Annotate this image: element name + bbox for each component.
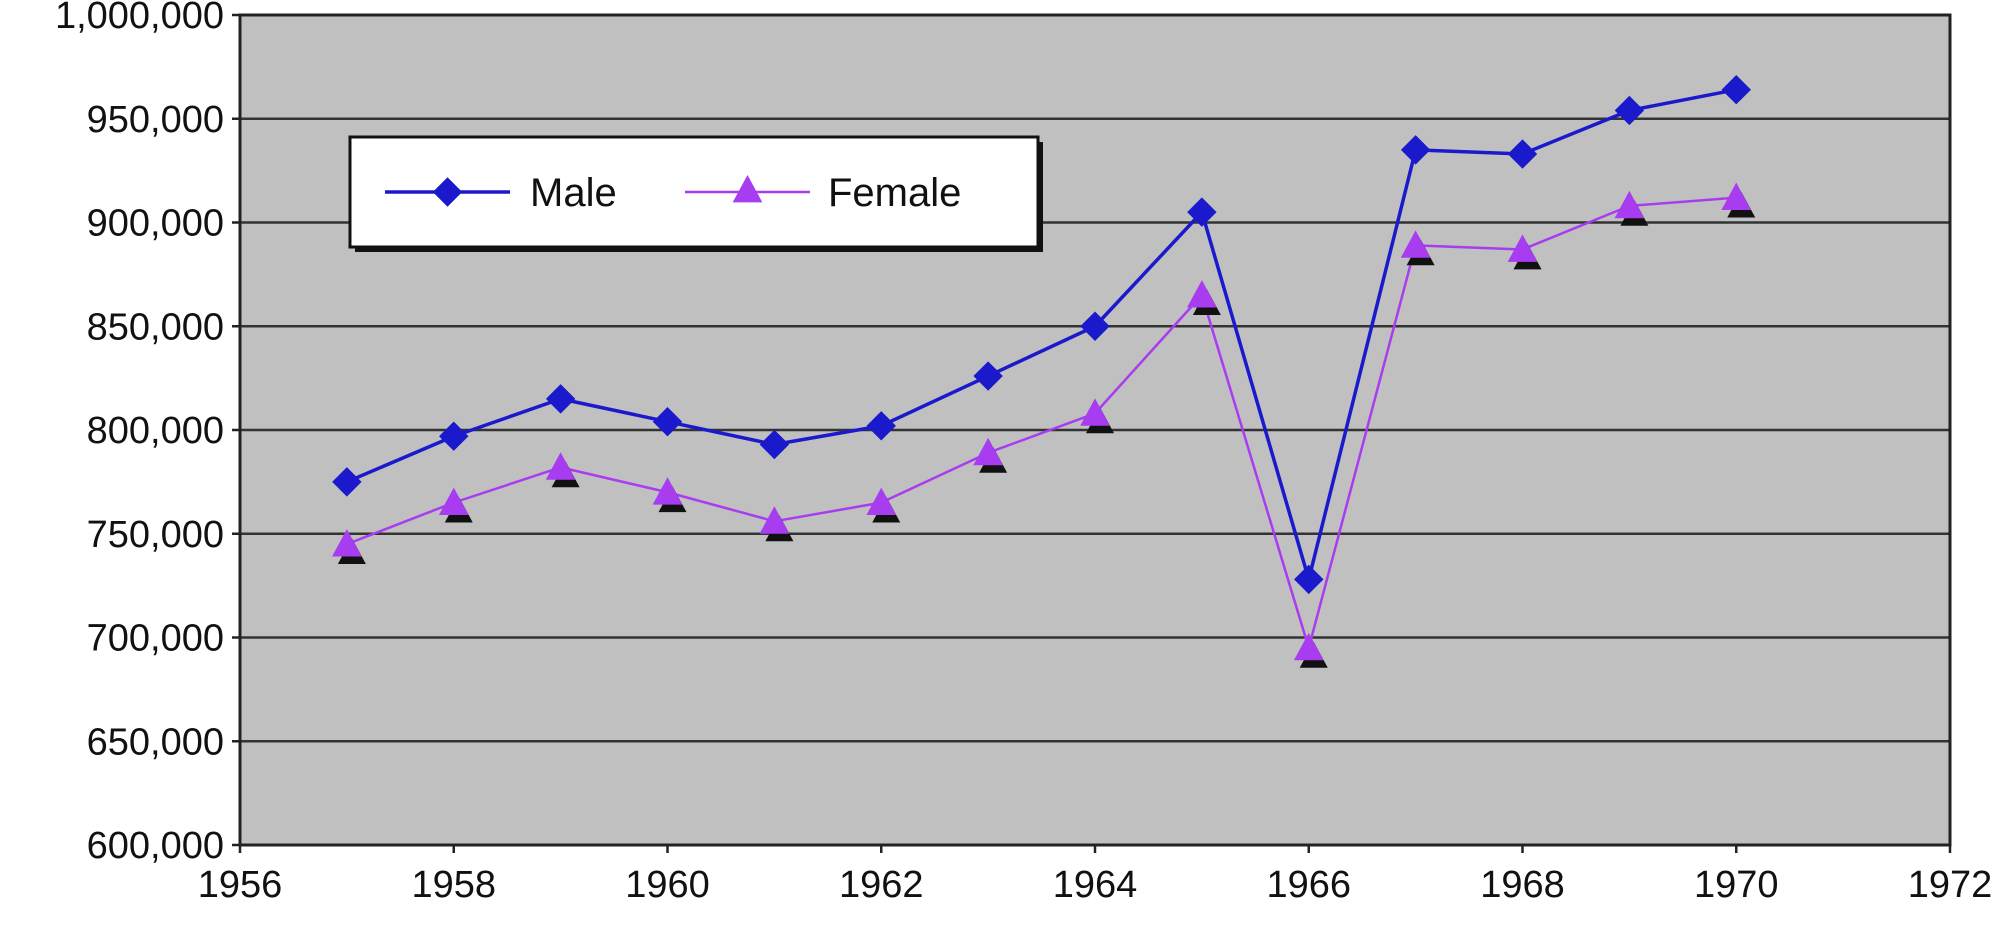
female-point-marker — [973, 437, 1003, 466]
female-data-point — [1507, 234, 1542, 270]
female-data-point — [1721, 182, 1756, 218]
y-tick-label: 900,000 — [87, 203, 224, 245]
female-point-marker — [1721, 182, 1752, 210]
legend-label: Female — [828, 171, 961, 215]
female-data-point — [866, 487, 901, 523]
male-data-point — [439, 421, 469, 451]
x-tick-label: 1956 — [198, 864, 283, 906]
female-data-point — [332, 529, 366, 565]
female-data-point — [759, 506, 794, 542]
series-female — [332, 182, 1756, 668]
series-lines — [332, 74, 1756, 668]
x-tick-label: 1968 — [1480, 864, 1565, 906]
female-data-point — [545, 452, 580, 488]
male-data-point — [432, 177, 463, 207]
legend-item-male: Male — [385, 171, 617, 215]
y-tick-label: 600,000 — [87, 825, 224, 867]
male-data-point — [1294, 564, 1324, 595]
male-data-point — [1721, 74, 1751, 105]
female-point-marker — [1187, 280, 1217, 308]
gridlines — [240, 117, 1950, 743]
y-tick-label: 950,000 — [87, 99, 224, 141]
male-data-point — [332, 467, 362, 497]
female-point-marker — [759, 506, 790, 534]
female-data-point — [1614, 190, 1649, 226]
female-point-marker — [332, 529, 362, 557]
y-tick-label: 750,000 — [87, 514, 224, 556]
male-data-point — [1400, 135, 1431, 165]
male-data-point — [1507, 139, 1538, 169]
y-tick-label: 1,000,000 — [55, 0, 224, 37]
male-line — [346, 87, 1737, 582]
x-tick-label: 1960 — [625, 864, 710, 906]
male-data-point — [545, 384, 576, 414]
female-point-marker — [1080, 398, 1110, 426]
female-point-marker — [545, 452, 576, 480]
male-data-point — [973, 361, 1003, 391]
female-data-point — [438, 487, 473, 523]
female-point-marker — [438, 487, 469, 516]
female-data-point — [652, 477, 687, 513]
male-data-point — [1187, 197, 1217, 227]
male-data-point — [1614, 95, 1645, 126]
female-point-marker — [1614, 190, 1645, 219]
female-data-point — [1187, 280, 1221, 316]
female-point-marker — [652, 477, 683, 505]
female-line — [346, 196, 1737, 650]
female-point-marker — [866, 487, 897, 516]
y-axis-ticks: 600,000 650,000 700,000 750,000 800,000 850,0… — [55, 0, 240, 867]
male-data-point — [759, 429, 790, 460]
female-data-point — [973, 437, 1008, 473]
y-tick-label: 800,000 — [87, 410, 224, 452]
x-tick-label: 1964 — [1053, 864, 1138, 906]
y-tick-label: 850,000 — [87, 306, 224, 348]
female-point-marker — [1400, 230, 1431, 258]
legend-label: Male — [530, 171, 617, 215]
male-data-point — [652, 406, 683, 437]
x-axis-ticks: 1956 1958 1960 1962 1964 1966 1968 1970 1972 — [198, 845, 1993, 906]
legend: Male Female — [348, 135, 1043, 252]
female-point-marker — [732, 174, 763, 203]
x-tick-label: 1962 — [839, 864, 924, 906]
x-tick-label: 1970 — [1694, 864, 1779, 906]
female-point-marker — [1293, 632, 1324, 661]
female-data-point — [1080, 398, 1114, 434]
female-point-marker — [1507, 234, 1538, 262]
x-tick-label: 1958 — [411, 864, 496, 906]
legend-item-female: Female — [685, 171, 961, 215]
y-tick-label: 700,000 — [87, 618, 224, 660]
series-male — [332, 74, 1751, 595]
female-data-point — [1293, 632, 1328, 668]
y-tick-label: 650,000 — [87, 721, 224, 763]
male-data-point — [1080, 311, 1110, 341]
female-data-point — [1400, 230, 1435, 266]
x-tick-label: 1972 — [1908, 864, 1993, 906]
male-data-point — [866, 411, 896, 441]
female-data-point — [732, 174, 763, 203]
x-tick-label: 1966 — [1266, 864, 1351, 906]
